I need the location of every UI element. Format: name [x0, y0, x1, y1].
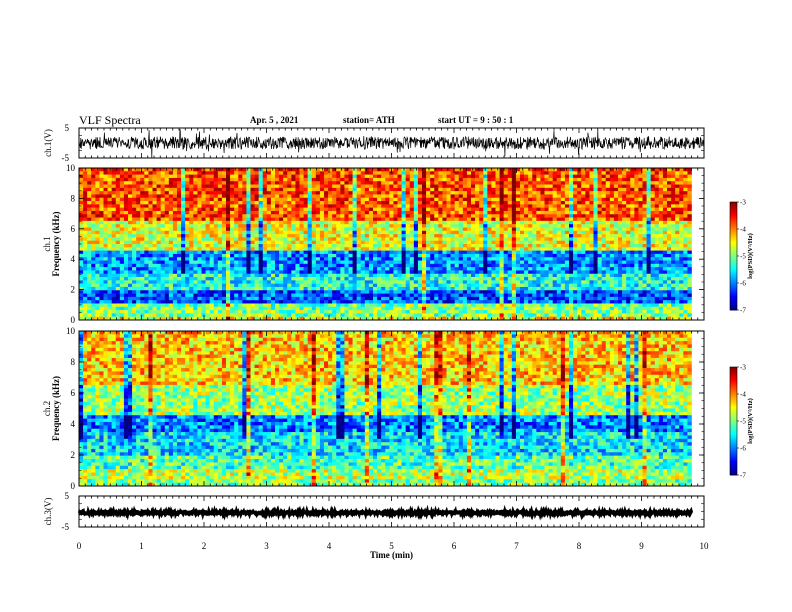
x-tick-label: 2 [202, 541, 207, 551]
x-tick-label: 4 [327, 541, 332, 551]
x-tick-label: 0 [77, 541, 82, 551]
x-tick-label: 8 [577, 541, 582, 551]
ch2-spectrogram-ylabel-line1: ch.2 [42, 401, 52, 416]
x-ticks-s1 [78, 168, 705, 320]
x-ticks-s2 [78, 331, 705, 486]
x-tick-label: 5 [389, 541, 394, 551]
colorbar-tick-label: -5 [740, 418, 746, 426]
ch1-waveform-yaxis: 5 -5 ch.1(V) [43, 123, 704, 163]
y-tick-label: 0 [71, 481, 76, 491]
colorbar-tick-label: -6 [740, 445, 746, 453]
ch1-waveform [78, 128, 705, 159]
ch1-spectrogram-ylabel-line2: Frequency (kHz) [51, 211, 61, 276]
station-label: station= ATH [343, 115, 395, 125]
date-label: Apr. 5 , 2021 [250, 115, 299, 125]
ch2-spectrogram-ylabel-line2: Frequency (kHz) [51, 376, 61, 441]
x-tick-label: 7 [514, 541, 519, 551]
y-tick-label: 0 [71, 315, 76, 325]
y-tick-label: 4 [71, 254, 76, 264]
figure-title: VLF Spectra [79, 113, 141, 127]
y-tick-label: 2 [71, 285, 76, 295]
y-tick-label: 5 [65, 491, 70, 501]
ch1-spectrogram-ylabel-line1: ch.1 [42, 236, 52, 251]
ch1-waveform-ylabel: ch.1(V) [43, 129, 53, 157]
colorbar-tick-label: -3 [740, 199, 746, 207]
x-ticks-w1 [78, 128, 705, 158]
y-tick-label: -5 [62, 522, 70, 532]
ch3-waveform-yaxis: 5 -5 ch.3(V) [43, 491, 704, 532]
ch3-waveform [77, 504, 694, 521]
y-tick-label: 4 [71, 419, 76, 429]
y-tick-label: 8 [71, 357, 76, 367]
ch2-spectrogram-colorbar: -3 -4 -5 -6 -7 log(PSD)(V²/Hz) [729, 364, 754, 480]
x-tick-label: 9 [639, 541, 644, 551]
x-axis-label: Time (min) [370, 550, 413, 560]
x-tick-label: 10 [700, 541, 710, 551]
colorbar-label: log(PSD)(V²/Hz) [747, 233, 754, 279]
x-tick-label: 1 [139, 541, 144, 551]
ch1-spectrogram-colorbar: -3 -4 -5 -6 -7 log(PSD)(V²/Hz) [729, 199, 754, 315]
x-ticks-w3 [78, 496, 705, 527]
colorbar-tick-label: -7 [740, 472, 746, 480]
colorbar-tick-label: -4 [740, 226, 746, 234]
colorbar-tick-label: -6 [740, 280, 746, 288]
colorbar-tick-label: -7 [740, 307, 746, 315]
start-time-label: start UT = 9 : 50 : 1 [438, 115, 514, 125]
ch2-spectrogram [79, 331, 692, 487]
y-tick-label: 10 [66, 326, 76, 336]
colorbar-tick-label: -5 [740, 253, 746, 261]
x-tick-label: 6 [452, 541, 457, 551]
colorbar-tick-label: -3 [740, 364, 746, 372]
ch3-waveform-ylabel: ch.3(V) [43, 498, 53, 526]
x-tick-label: 3 [264, 541, 269, 551]
y-tick-label: 10 [66, 163, 76, 173]
y-tick-label: 6 [71, 388, 76, 398]
ch1-spectrogram [79, 168, 692, 321]
y-tick-label: 5 [65, 123, 70, 133]
ch3-waveform-trace [77, 504, 694, 521]
ch1-waveform-trace [78, 128, 705, 159]
y-tick-label: -5 [62, 153, 70, 163]
y-tick-label: 8 [71, 193, 76, 203]
y-tick-label: 2 [71, 450, 76, 460]
x-axis: 0 1 2 3 4 5 6 7 8 9 10 Time (min) [77, 541, 709, 560]
colorbar-tick-label: -4 [740, 391, 746, 399]
colorbar-label: log(PSD)(V²/Hz) [747, 398, 754, 444]
y-tick-label: 6 [71, 224, 76, 234]
